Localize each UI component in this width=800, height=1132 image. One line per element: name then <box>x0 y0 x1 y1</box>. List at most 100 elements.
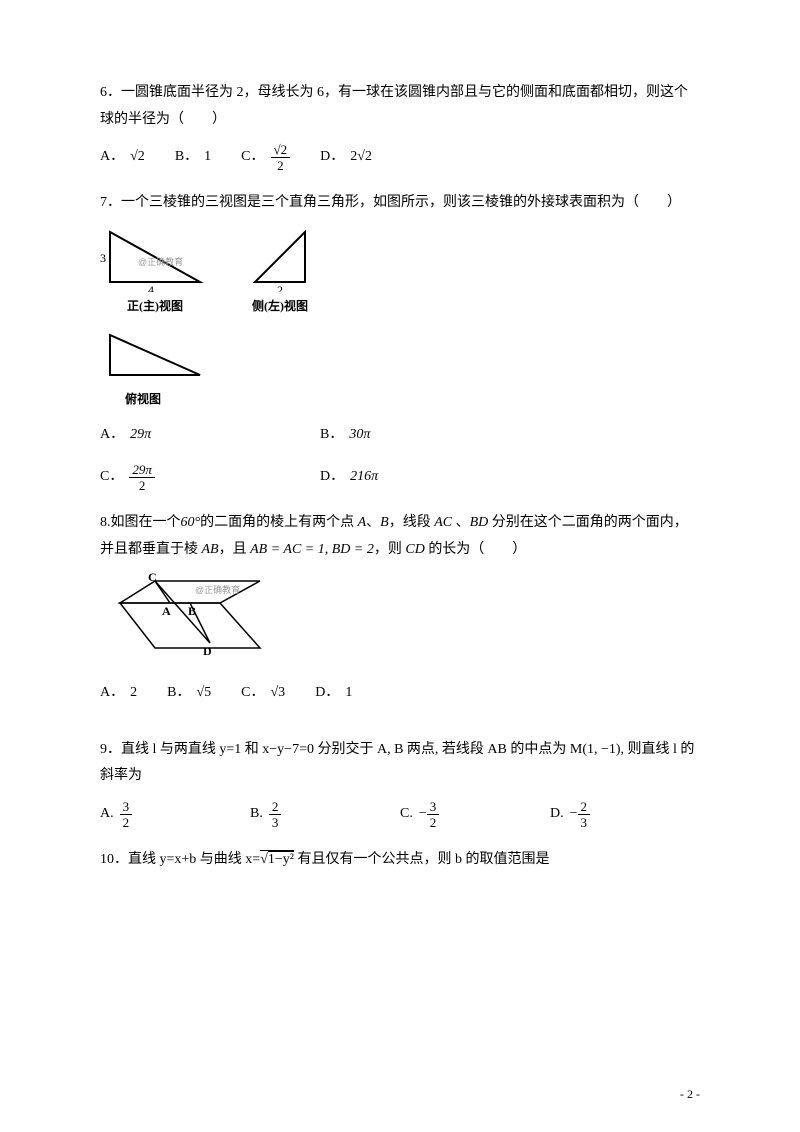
q8-mid2: ，线段 <box>389 515 431 530</box>
q6-option-a: A． √2 <box>100 143 145 172</box>
question-7: 7．一个三棱锥的三视图是三个直角三角形，如图所示，则该三棱锥的外接球表面积为（ … <box>100 190 700 492</box>
sqrt-expr: √1−y² <box>260 850 294 867</box>
q6-option-d: D． 2√2 <box>320 143 372 172</box>
q7-option-b: B． 30π <box>320 422 510 449</box>
q8-option-b: B． √5 <box>167 680 211 707</box>
q6-a-value: √2 <box>130 144 145 171</box>
q8-d-value: 1 <box>345 680 352 707</box>
option-label: A． <box>100 422 124 449</box>
q8-mid6: 的长为（ ） <box>428 542 526 557</box>
svg-text:A: A <box>162 604 171 618</box>
q9-option-c: C. − 3 2 <box>400 800 520 829</box>
q10-text: 10．直线 y=x+b 与曲线 x=√1−y² 有且仅有一个公共点，则 b 的取… <box>100 847 700 874</box>
denominator: 2 <box>136 478 149 492</box>
q7-text: 7．一个三棱锥的三视图是三个直角三角形，如图所示，则该三棱锥的外接球表面积为（ … <box>100 190 700 217</box>
option-label: B． <box>175 144 198 171</box>
svg-text:3: 3 <box>100 251 106 265</box>
q7-a-value: 29π <box>130 422 151 449</box>
fraction: 2 3 <box>269 800 282 829</box>
q8-option-a: A． 2 <box>100 680 137 707</box>
q10-pre: 10．直线 y=x+b 与曲线 x= <box>100 852 260 867</box>
triangle-front-icon: 3 4 @正确教育 <box>100 227 210 292</box>
option-label: C． <box>100 464 123 491</box>
fraction: 29π 2 <box>129 463 155 492</box>
q6-b-value: 1 <box>204 144 211 171</box>
sign: − <box>570 801 578 828</box>
svg-text:D: D <box>203 644 212 658</box>
var-BD: BD <box>470 515 489 530</box>
q7-b-value: 30π <box>349 422 370 449</box>
q7-option-d: D． 216π <box>320 463 510 492</box>
q9-options: A. 3 2 B. 2 3 C. − 3 2 <box>100 800 700 829</box>
sqrt-inner: 1−y² <box>268 851 294 867</box>
q9-text: 9．直线 l 与两直线 y=1 和 x−y−7=0 分别交于 A, B 两点, … <box>100 737 700 790</box>
denominator: 2 <box>274 158 287 172</box>
svg-text:4: 4 <box>148 283 154 292</box>
q8-mid1: 的二面角的棱上有两个点 <box>200 515 354 530</box>
option-label: A． <box>100 680 124 707</box>
numerator: 2 <box>578 800 591 815</box>
var-AB: AB <box>202 542 219 557</box>
q8-text: 8.如图在一个60°的二面角的棱上有两个点 A、B，线段 AC 、BD 分别在这… <box>100 510 700 563</box>
q8-prefix: 8.如图在一个 <box>100 515 181 530</box>
q9-option-a: A. 3 2 <box>100 800 220 829</box>
q7-option-c: C． 29π 2 <box>100 463 290 492</box>
denominator: 2 <box>120 815 133 829</box>
q9-option-d: D. − 2 3 <box>550 800 670 829</box>
q6-d-value: 2√2 <box>350 144 372 171</box>
q6-option-c: C． √2 2 <box>241 143 290 172</box>
triangle-side-icon: 2 <box>245 227 315 292</box>
question-10: 10．直线 y=x+b 与曲线 x=√1−y² 有且仅有一个公共点，则 b 的取… <box>100 847 700 874</box>
eq1: AB = AC = 1, BD = 2 <box>250 542 374 557</box>
option-label: D． <box>315 680 339 707</box>
var-B: B <box>380 515 389 530</box>
question-9: 9．直线 l 与两直线 y=1 和 x−y−7=0 分别交于 A, B 两点, … <box>100 737 700 829</box>
top-caption: 俯视图 <box>125 388 161 411</box>
option-label: A. <box>100 801 114 828</box>
q6-options: A． √2 B． 1 C． √2 2 D． 2√2 <box>100 143 700 172</box>
var-AC: AC <box>434 515 452 530</box>
svg-text:B: B <box>188 604 196 618</box>
q7-d-value: 216π <box>350 464 378 491</box>
numerator: 2 <box>269 800 282 815</box>
side-caption: 侧(左)视图 <box>252 295 308 318</box>
q6-text: 6．一圆锥底面半径为 2，母线长为 6，有一球在该圆锥内部且与它的侧面和底面都相… <box>100 80 700 133</box>
q8-c-value: √3 <box>271 680 286 707</box>
svg-text:@正确教育: @正确教育 <box>195 584 240 595</box>
option-label: D． <box>320 144 344 171</box>
q6-option-b: B． 1 <box>175 143 211 172</box>
sign: − <box>419 801 427 828</box>
q7-front-view: 3 4 @正确教育 正(主)视图 <box>100 227 210 318</box>
denominator: 3 <box>578 815 591 829</box>
q7-diagram-row1: 3 4 @正确教育 正(主)视图 2 侧(左)视图 <box>100 227 700 318</box>
option-label: B． <box>320 422 343 449</box>
var-CD: CD <box>405 542 424 557</box>
page-number: - 2 - <box>680 1087 700 1102</box>
q7-side-view: 2 侧(左)视图 <box>245 227 315 318</box>
q7-options: A． 29π B． 30π C． 29π 2 D． 216π <box>100 422 700 492</box>
q8-mid4: ，且 <box>219 542 247 557</box>
fraction: 3 2 <box>120 800 133 829</box>
q10-post: 有且仅有一个公共点，则 b 的取值范围是 <box>294 852 550 867</box>
fraction: √2 2 <box>271 143 291 172</box>
fraction: 3 2 <box>427 800 440 829</box>
numerator: 3 <box>427 800 440 815</box>
q7-option-a: A． 29π <box>100 422 290 449</box>
option-label: C． <box>241 144 264 171</box>
option-label: A． <box>100 144 124 171</box>
option-label: D. <box>550 801 564 828</box>
option-label: C. <box>400 801 413 828</box>
q8-b-value: √5 <box>196 680 211 707</box>
q8-option-d: D． 1 <box>315 680 352 707</box>
numerator: 3 <box>120 800 133 815</box>
var-A: A <box>358 515 367 530</box>
q9-option-b: B. 2 3 <box>250 800 370 829</box>
option-label: B． <box>167 680 190 707</box>
question-8: 8.如图在一个60°的二面角的棱上有两个点 A、B，线段 AC 、BD 分别在这… <box>100 510 700 707</box>
q8-options: A． 2 B． √5 C． √3 D． 1 <box>100 680 700 707</box>
option-label: B. <box>250 801 263 828</box>
numerator: 29π <box>129 463 155 478</box>
numerator: √2 <box>271 143 291 158</box>
q8-a-value: 2 <box>130 680 137 707</box>
q8-option-c: C． √3 <box>241 680 285 707</box>
